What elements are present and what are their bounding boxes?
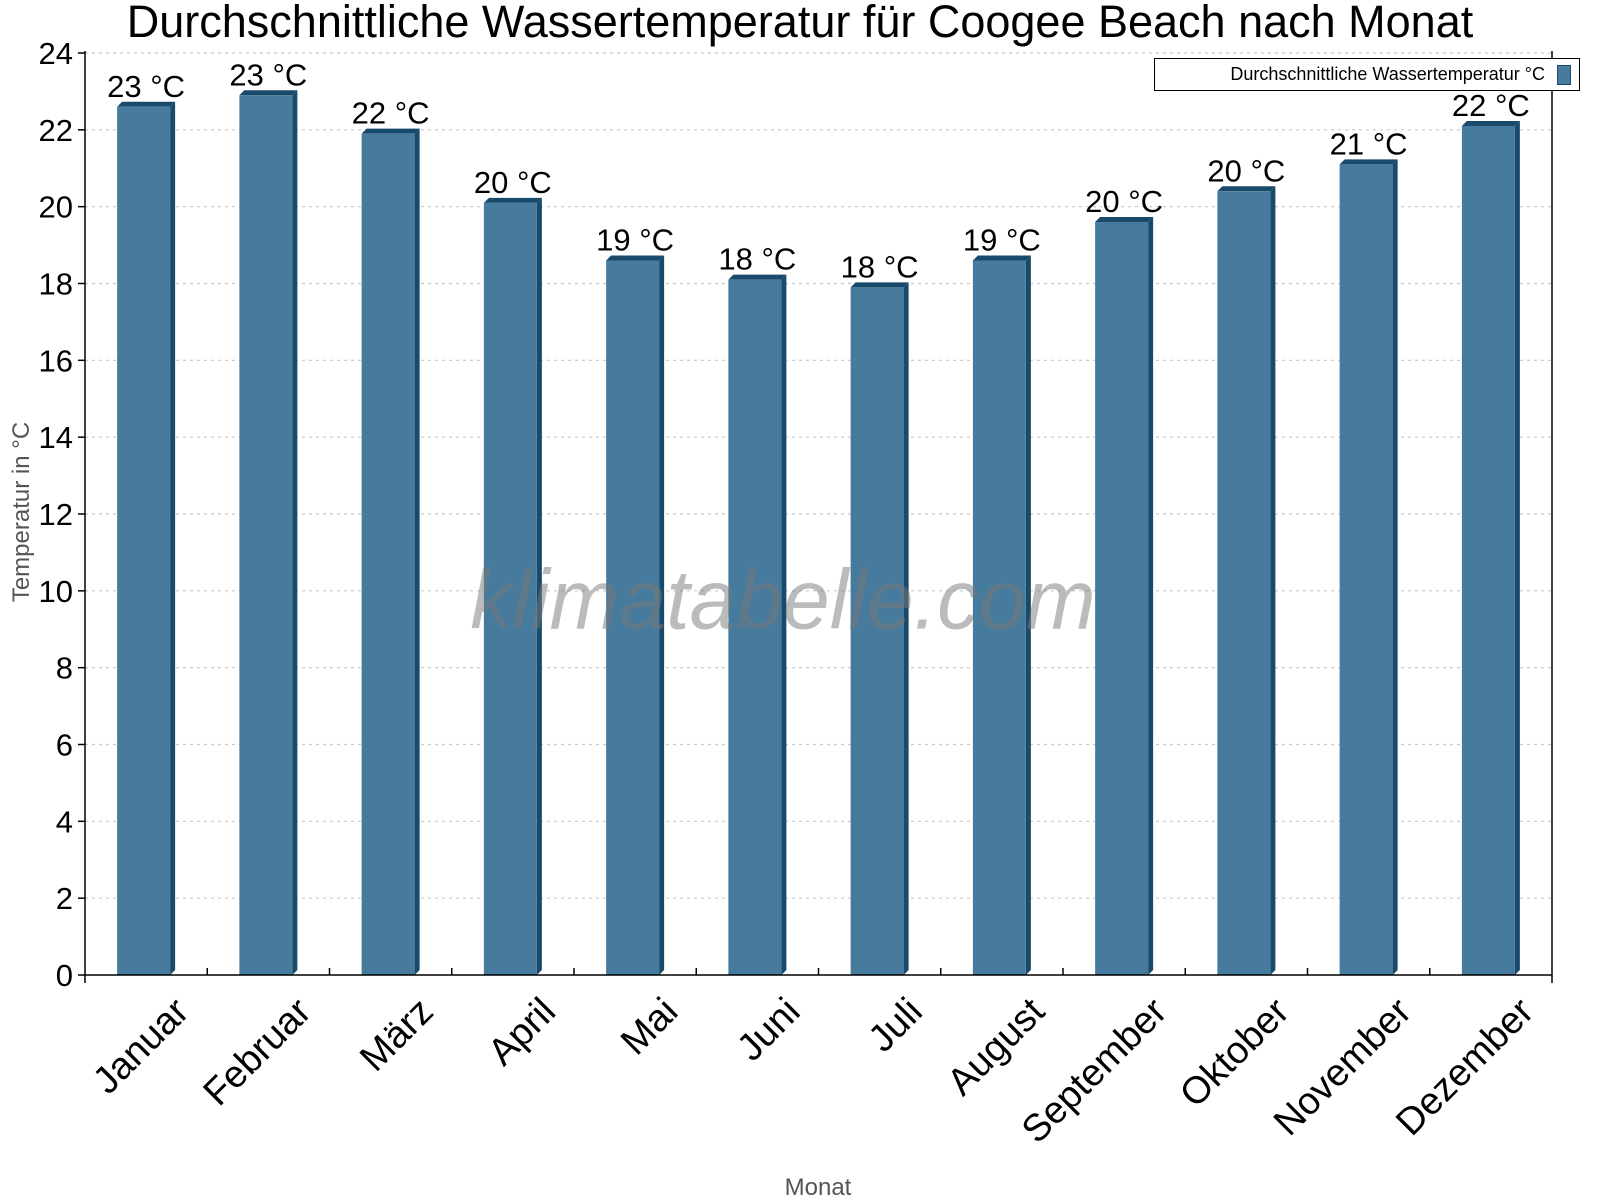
legend: Durchschnittliche Wassertemperatur °C xyxy=(1154,58,1580,91)
y-tick-label: 2 xyxy=(56,881,73,916)
gridlines xyxy=(85,52,1552,899)
bar xyxy=(1217,186,1276,976)
x-tick-label: Mai xyxy=(613,990,686,1063)
y-tick-label: 14 xyxy=(39,420,73,455)
data-label: 21 °C xyxy=(1330,126,1408,161)
y-tick-label: 6 xyxy=(56,728,73,763)
x-tick-label: Oktober xyxy=(1172,990,1298,1116)
y-tick-label: 4 xyxy=(56,804,73,839)
x-tick-label: März xyxy=(352,990,441,1079)
x-tick-label: Februar xyxy=(196,990,320,1114)
data-labels: 23 °C 23 °C 22 °C 20 °C 19 °C 18 °C 18 °C 19 °C… xyxy=(107,57,1530,284)
bars xyxy=(117,90,1520,976)
legend-label: Durchschnittliche Wassertemperatur °C xyxy=(1230,64,1545,84)
x-tick-label: Juni xyxy=(729,990,808,1069)
bar xyxy=(728,274,787,975)
data-label: 23 °C xyxy=(107,69,185,104)
legend-swatch-icon xyxy=(1557,64,1571,85)
y-tick-label: 0 xyxy=(56,958,73,993)
x-tick-label: April xyxy=(480,990,563,1073)
y-tick-label: 12 xyxy=(39,497,73,532)
bar xyxy=(239,90,298,976)
data-label: 19 °C xyxy=(596,222,674,257)
y-tick-label: 8 xyxy=(56,651,73,686)
data-label: 18 °C xyxy=(718,242,796,277)
data-label: 22 °C xyxy=(1452,88,1530,123)
data-label: 19 °C xyxy=(963,222,1041,257)
bar xyxy=(1339,159,1398,976)
bar xyxy=(117,101,176,976)
y-tick-label: 18 xyxy=(39,267,73,302)
bar xyxy=(1461,120,1520,975)
bar xyxy=(972,255,1031,975)
bar xyxy=(483,197,542,975)
bar xyxy=(361,128,420,976)
y-tick-label: 10 xyxy=(39,574,73,609)
y-axis-label: Temperatur in °C xyxy=(8,421,35,603)
x-tick-label: August xyxy=(940,990,1054,1104)
data-label: 20 °C xyxy=(474,165,552,200)
bar xyxy=(850,282,909,975)
y-tick-label: 24 xyxy=(39,36,73,71)
bar xyxy=(1095,217,1154,976)
x-tick-label: Januar xyxy=(85,990,197,1102)
bar xyxy=(606,255,665,975)
x-axis-label: Monat xyxy=(784,1174,852,1201)
y-tick-label: 20 xyxy=(39,190,73,225)
y-tick-label: 16 xyxy=(39,343,73,378)
y-tick-label: 22 xyxy=(39,113,73,148)
data-label: 20 °C xyxy=(1085,184,1163,219)
axes xyxy=(84,51,1553,983)
data-label: 20 °C xyxy=(1207,153,1285,188)
data-label: 23 °C xyxy=(229,57,307,92)
data-label: 22 °C xyxy=(352,96,430,131)
x-tick-label: Juli xyxy=(861,990,931,1060)
data-label: 18 °C xyxy=(841,249,919,284)
chart-title: Durchschnittliche Wassertemperatur für C… xyxy=(126,0,1474,47)
